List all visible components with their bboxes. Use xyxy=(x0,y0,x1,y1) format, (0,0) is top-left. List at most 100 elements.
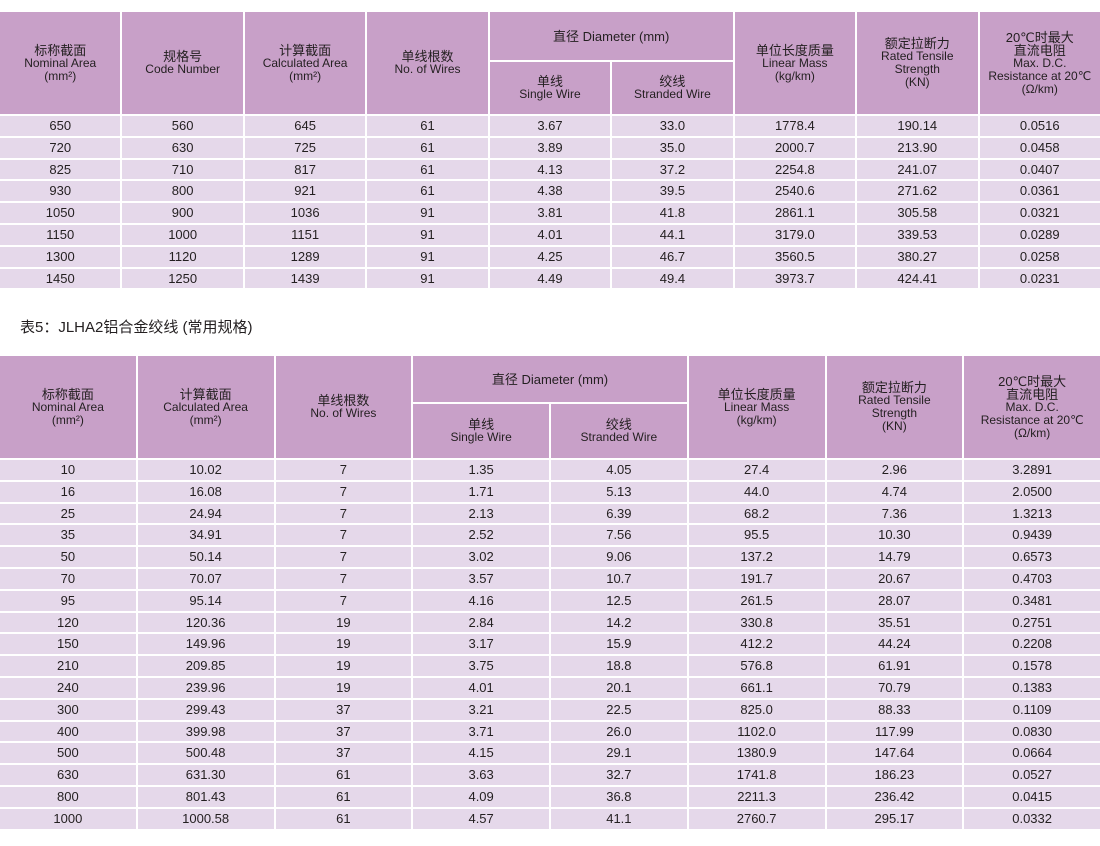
table-cell: 46.7 xyxy=(612,246,733,267)
header-en: No. of Wires xyxy=(310,406,377,420)
table-5-jlha2: 标称截面 Nominal Area (mm²) 计算截面 Calculated Are… xyxy=(0,354,1100,831)
table-cell: 0.2751 xyxy=(964,612,1100,633)
header-cn: 单位长度质量 xyxy=(755,42,834,58)
table-cell: 213.90 xyxy=(857,137,978,158)
table-cell: 3.81 xyxy=(489,203,611,223)
table-cell: 3.89 xyxy=(489,137,611,158)
table-cell: 4.25 xyxy=(489,246,611,267)
table-row: 1150 1000 1151 91 4.01 44.1 3179.0 339.53 0.0289 xyxy=(0,224,1100,245)
table-cell: 2000.7 xyxy=(734,137,856,158)
table-cell: 61 xyxy=(275,808,412,829)
table-4-body: 650 560 645 61 3.67 33.0 1778.4 190.14 0.0516 720… xyxy=(0,116,1100,289)
table-cell: 4.01 xyxy=(489,224,611,245)
table-cell: 1150 xyxy=(0,224,121,245)
table-cell: 32.7 xyxy=(551,765,687,785)
table-cell: 1741.8 xyxy=(688,765,825,785)
header-en: Calculated Area xyxy=(163,399,248,414)
table-cell: 2211.3 xyxy=(688,786,825,807)
table-cell: 7 xyxy=(275,460,412,480)
table-cell: 1000.58 xyxy=(137,808,274,829)
table-cell: 88.33 xyxy=(826,699,963,720)
header-linear-mass: 单位长度质量 Linear Mass (kg/km) xyxy=(688,356,825,458)
table-row: 300 299.43 37 3.21 22.5 825.0 88.33 0.1109 xyxy=(0,699,1100,720)
header-no-of-wires: 单线根数 No. of Wires xyxy=(275,356,412,458)
table-cell: 19 xyxy=(275,677,412,698)
header-cn: 直流电阻 xyxy=(1013,42,1066,58)
header-calculated-area: 计算截面 Calculated Area (mm²) xyxy=(137,356,274,458)
table-row: 1450 1250 1439 91 4.49 49.4 3973.7 424.41 0.0231 xyxy=(0,268,1100,289)
table-row: 240 239.96 19 4.01 20.1 661.1 70.79 0.1383 xyxy=(0,677,1100,698)
header-calculated-area: 计算截面 Calculated Area (mm²) xyxy=(244,12,366,114)
table-cell: 61 xyxy=(367,181,488,202)
table-cell: 7 xyxy=(275,590,412,611)
table-cell: 44.24 xyxy=(826,634,963,655)
table-cell: 14.79 xyxy=(826,547,963,567)
table-cell: 825.0 xyxy=(688,699,825,720)
header-en: Single Wire xyxy=(450,430,512,444)
table-cell: 1050 xyxy=(0,203,121,223)
table-cell: 3.21 xyxy=(413,699,549,720)
table-cell: 1151 xyxy=(244,224,366,245)
header-en: Calculated Area xyxy=(262,55,348,70)
header-en: Stranded Wire xyxy=(634,87,711,101)
header-nominal-area: 标称截面 Nominal Area (mm²) xyxy=(0,12,121,114)
table-cell: 261.5 xyxy=(688,590,825,611)
table-cell: 720 xyxy=(0,137,121,158)
table-cell: 4.74 xyxy=(826,481,963,502)
header-resistance: 20℃时最大 直流电阻 Max. D.C. Resistance at 20℃ (Ω/k… xyxy=(964,356,1100,458)
table-cell: 0.1383 xyxy=(964,677,1100,698)
table-cell: 3.75 xyxy=(413,656,549,676)
table-cell: 2.84 xyxy=(413,612,549,633)
table-cell: 3.63 xyxy=(413,765,549,785)
table-cell: 400 xyxy=(0,721,136,742)
table-cell: 1.35 xyxy=(413,460,549,480)
table-cell: 37 xyxy=(275,721,412,742)
table-cell: 0.0321 xyxy=(979,203,1100,223)
table-cell: 91 xyxy=(367,268,488,289)
header-cn: 单线 xyxy=(468,417,495,432)
header-en: Linear Mass xyxy=(723,399,790,414)
table-cell: 4.13 xyxy=(489,159,611,180)
table-cell: 3.57 xyxy=(413,568,549,589)
table-cell: 41.8 xyxy=(612,203,733,223)
table-cell: 1380.9 xyxy=(688,743,825,764)
table-cell: 4.15 xyxy=(413,743,549,764)
table-cell: 49.4 xyxy=(612,268,733,289)
table-cell: 44.1 xyxy=(612,224,733,245)
table-cell: 2.52 xyxy=(413,525,549,546)
table-cell: 300 xyxy=(0,699,136,720)
table-cell: 191.7 xyxy=(688,568,825,589)
table-row: 150 149.96 19 3.17 15.9 412.2 44.24 0.2208 xyxy=(0,634,1100,655)
table-row: 1050 900 1036 91 3.81 41.8 2861.1 305.58 0.0321 xyxy=(0,203,1100,223)
table-cell: 0.0407 xyxy=(979,159,1100,180)
table-cell: 137.2 xyxy=(688,547,825,567)
header-unit: (mm²) xyxy=(44,68,77,83)
table-cell: 339.53 xyxy=(857,224,978,245)
table-cell: 1778.4 xyxy=(734,116,856,136)
table-cell: 4.05 xyxy=(551,460,687,480)
table-cell: 7 xyxy=(275,481,412,502)
table-cell: 500 xyxy=(0,743,136,764)
table-cell: 44.0 xyxy=(688,481,825,502)
table-cell: 240 xyxy=(0,677,136,698)
table-cell: 921 xyxy=(244,181,366,202)
table-cell: 26.0 xyxy=(551,721,687,742)
header-single-wire: 单线 Single Wire xyxy=(489,62,611,114)
table-cell: 399.98 xyxy=(137,721,274,742)
table-cell: 800 xyxy=(122,181,243,202)
table-row: 400 399.98 37 3.71 26.0 1102.0 117.99 0.0830 xyxy=(0,721,1100,742)
table-cell: 4.49 xyxy=(489,268,611,289)
table-cell: 68.2 xyxy=(688,503,825,524)
table-cell: 661.1 xyxy=(688,677,825,698)
table-cell: 15.9 xyxy=(551,634,687,655)
header-en: Rated Tensile xyxy=(858,393,931,407)
header-en: Rated Tensile xyxy=(881,49,954,63)
table-cell: 239.96 xyxy=(137,677,274,698)
table-cell: 500.48 xyxy=(137,743,274,764)
table-row: 70 70.07 7 3.57 10.7 191.7 20.67 0.4703 xyxy=(0,568,1100,589)
header-unit: (Ω/km) xyxy=(1013,425,1051,440)
table-cell: 0.0527 xyxy=(964,765,1100,785)
table-cell: 0.0664 xyxy=(964,743,1100,764)
table-cell: 37 xyxy=(275,743,412,764)
table-cell: 70 xyxy=(0,568,136,589)
